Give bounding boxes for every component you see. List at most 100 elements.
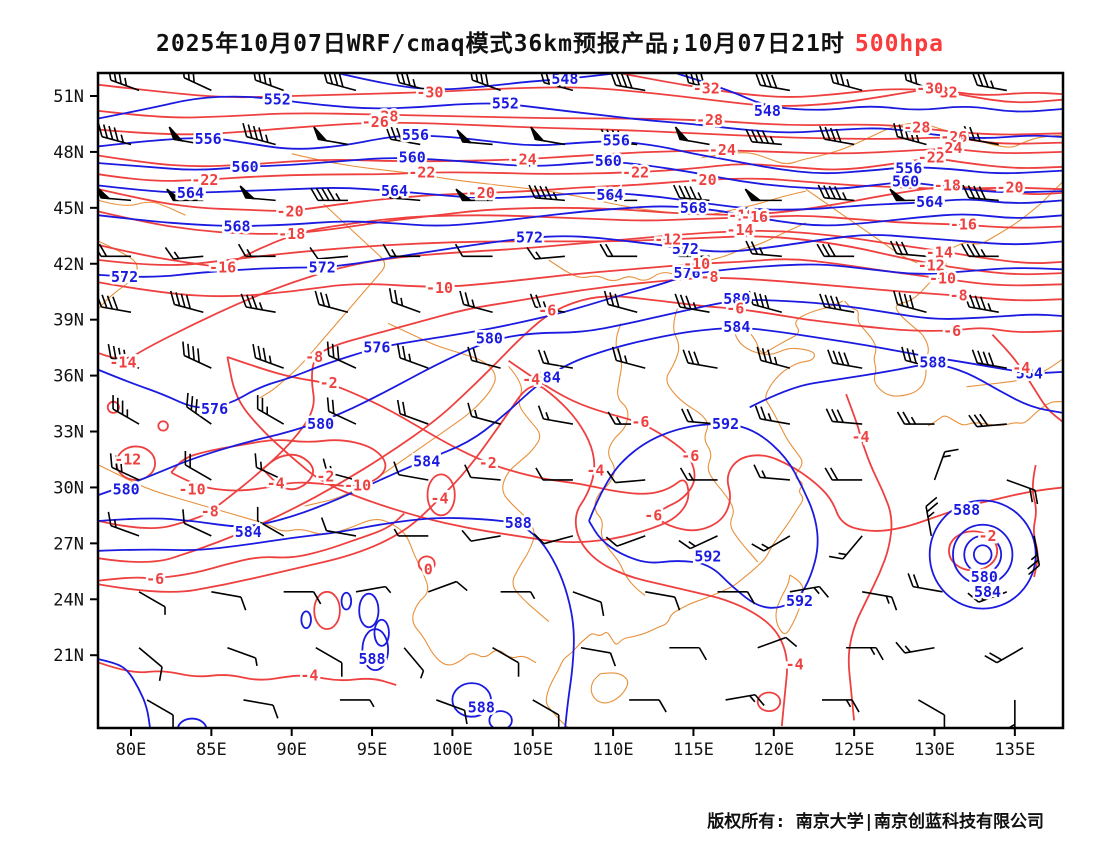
y-axis-label: 24N bbox=[53, 590, 84, 610]
wind-barb-staff bbox=[760, 418, 791, 425]
wind-barb-full bbox=[977, 350, 984, 365]
wind-barb-staff bbox=[138, 591, 166, 608]
y-axis-label: 21N bbox=[53, 646, 84, 666]
wind-barb bbox=[681, 408, 718, 425]
wind-barb-half bbox=[408, 135, 414, 144]
wind-barb-half bbox=[761, 543, 770, 549]
wind-barb-full bbox=[472, 348, 478, 363]
contour-label: 556 bbox=[895, 160, 922, 178]
wind-barb-full bbox=[967, 592, 980, 603]
contour-label: 564 bbox=[177, 184, 204, 202]
wind-barb-full bbox=[180, 293, 186, 308]
wind-barb bbox=[396, 343, 429, 369]
wind-barb-full bbox=[321, 187, 330, 201]
contour-label: 556 bbox=[603, 132, 630, 150]
wind-barb bbox=[454, 243, 493, 258]
wind-barb-full bbox=[484, 73, 489, 86]
contour-label: -6 bbox=[726, 299, 744, 317]
wind-barb-full bbox=[901, 346, 907, 361]
wind-barb-full bbox=[543, 350, 550, 365]
wind-barb-full bbox=[767, 349, 773, 364]
wind-barb-full bbox=[242, 122, 248, 137]
x-axis-label: 125E bbox=[834, 740, 875, 760]
wind-barb-half bbox=[268, 355, 272, 364]
wind-barb-full bbox=[979, 296, 987, 311]
wind-barb-full bbox=[961, 243, 970, 257]
wind-barb-full bbox=[331, 399, 335, 414]
contour-label: -24 bbox=[935, 139, 962, 157]
wind-barb-full bbox=[759, 293, 765, 308]
contour-label: 580 bbox=[476, 329, 503, 347]
wind-barb bbox=[971, 349, 1007, 369]
height-contour bbox=[972, 544, 993, 565]
wind-barb-half bbox=[942, 454, 951, 458]
wind-barb-full bbox=[974, 295, 981, 310]
geography-border bbox=[666, 308, 759, 563]
wind-barb-full bbox=[101, 294, 108, 309]
contour-label: -26 bbox=[362, 113, 389, 131]
wind-barb-full bbox=[698, 647, 708, 661]
wind-barb bbox=[339, 699, 375, 708]
wind-barb-full bbox=[967, 185, 976, 199]
contour-label: 560 bbox=[399, 149, 426, 167]
wind-barb bbox=[107, 511, 140, 537]
wind-barb-staff bbox=[315, 647, 343, 664]
wind-barb-full bbox=[393, 461, 400, 476]
wind-barb-staff bbox=[608, 303, 638, 313]
wind-barb bbox=[461, 529, 501, 542]
wind-barb bbox=[629, 699, 667, 713]
wind-barb-staff bbox=[243, 699, 274, 706]
x-axis-label: 90E bbox=[276, 740, 307, 760]
wind-barb-full bbox=[328, 73, 334, 85]
wind-barb-full bbox=[320, 517, 328, 531]
wind-barb-full bbox=[118, 73, 122, 85]
contour-label: 592 bbox=[786, 592, 813, 610]
wind-barb-half bbox=[542, 301, 547, 310]
wind-barb-full bbox=[258, 127, 264, 142]
wind-barb-full bbox=[963, 293, 970, 308]
wind-barb bbox=[896, 411, 935, 425]
contour-label: -2 bbox=[320, 374, 338, 392]
wind-barb-half bbox=[335, 193, 341, 201]
wind-barb-full bbox=[771, 74, 778, 89]
wind-barb-full bbox=[396, 127, 403, 142]
wind-barb-pennant bbox=[455, 188, 473, 202]
wind-barb bbox=[459, 290, 493, 313]
contour-label: 572 bbox=[309, 258, 336, 276]
wind-barb bbox=[314, 290, 349, 313]
wind-barb-staff bbox=[471, 415, 501, 425]
height-contour bbox=[677, 73, 1063, 113]
wind-barb-full bbox=[605, 536, 618, 547]
wind-barb bbox=[138, 591, 166, 615]
height-contour bbox=[339, 73, 614, 91]
wind-barb-full bbox=[829, 295, 837, 310]
wind-barb-full bbox=[626, 74, 633, 89]
wind-barb-full bbox=[617, 348, 623, 363]
contour-label: 568 bbox=[680, 199, 707, 217]
wind-barb bbox=[725, 693, 765, 706]
wind-barb-full bbox=[459, 290, 465, 305]
wind-barb-half bbox=[419, 670, 425, 679]
wind-barb-staff bbox=[183, 354, 212, 369]
wind-barb-full bbox=[671, 243, 681, 257]
height-contour bbox=[361, 628, 390, 672]
wind-barb-pennant bbox=[600, 188, 618, 202]
wind-barb-full bbox=[750, 241, 759, 255]
wind-barb-full bbox=[254, 453, 258, 468]
wind-barb bbox=[393, 461, 429, 481]
y-axis-label: 30N bbox=[53, 478, 84, 498]
contour-label: -30 bbox=[416, 83, 443, 101]
wind-barb bbox=[889, 188, 927, 202]
wind-barb bbox=[393, 528, 429, 537]
contour-label: -32 bbox=[693, 80, 720, 98]
wind-barb-full bbox=[312, 591, 322, 605]
wind-barb-full bbox=[245, 294, 253, 309]
wind-barb-full bbox=[331, 343, 335, 358]
temperature-contour bbox=[98, 385, 788, 727]
wind-barb-full bbox=[169, 290, 176, 305]
wind-barb bbox=[533, 533, 574, 545]
temperature-contour bbox=[98, 148, 1063, 168]
wind-barb-half bbox=[885, 595, 890, 604]
wind-barb bbox=[967, 590, 1008, 603]
wind-barb-full bbox=[944, 448, 959, 453]
